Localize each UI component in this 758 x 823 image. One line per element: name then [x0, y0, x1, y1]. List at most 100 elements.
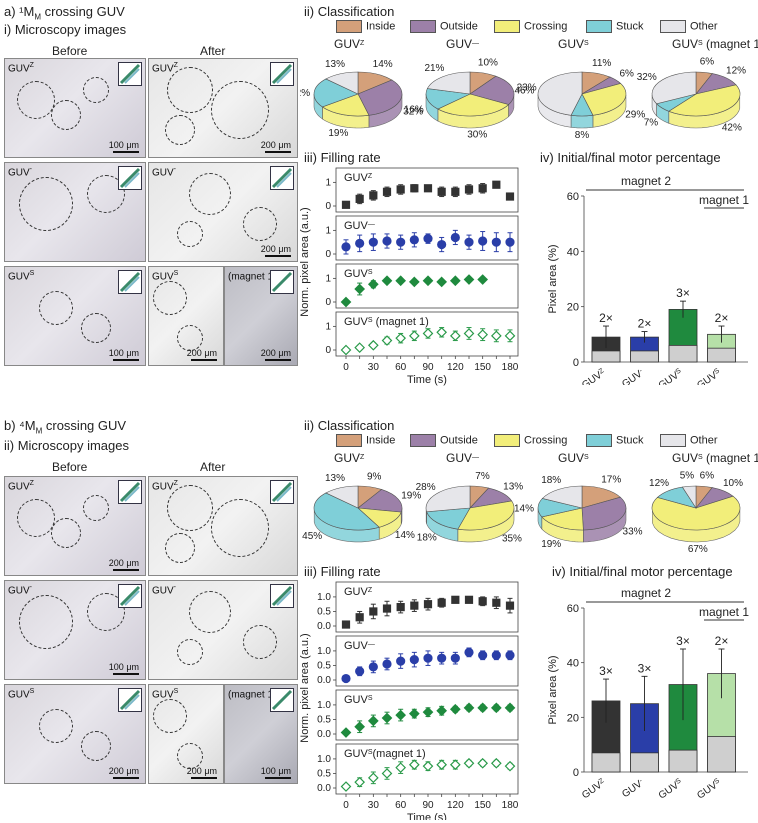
y-tick-label: 0.0 — [317, 675, 331, 686]
x-tick-label: GUVS — [657, 367, 685, 385]
pie-slice-other — [537, 71, 583, 116]
svg-text:GUVS (magnet 1): GUVS (magnet 1) — [672, 37, 758, 51]
panel-a-motor-title: iv) Initial/final motor percentage — [540, 150, 721, 165]
pie-label: 23% — [517, 83, 537, 94]
data-point — [381, 712, 393, 724]
data-point — [408, 759, 420, 771]
x-tick-label: 30 — [368, 362, 380, 373]
pie-slice-other — [541, 485, 583, 509]
data-point — [436, 276, 448, 288]
fold-label: 3× — [676, 634, 690, 648]
data-point — [355, 238, 365, 248]
panel-a-fill-title: iii) Filling rate — [304, 150, 381, 165]
pie-slice-stuck — [426, 507, 471, 530]
y-tick-label: 1.0 — [317, 646, 331, 657]
legend-item-other: Other — [660, 20, 718, 33]
motor-structure-icon — [270, 688, 294, 712]
vesicle-outline — [153, 699, 187, 733]
pie-slice-other — [325, 485, 359, 509]
scale-bar: 100 μm — [109, 662, 139, 675]
panel-b-fill-title: iii) Filling rate — [304, 564, 381, 579]
pie-label: 28% — [416, 482, 436, 493]
data-point — [340, 344, 352, 356]
motor-structure-icon — [118, 62, 142, 86]
pie-label: 19% — [541, 539, 561, 550]
data-point — [354, 721, 366, 733]
data-point — [491, 237, 501, 247]
data-point — [409, 235, 419, 245]
data-point — [490, 757, 502, 769]
pie-3: GUVS (magnet 1) 6% 12% 42% 7% 32% — [637, 37, 758, 134]
pie-slice-outside — [357, 489, 403, 513]
pie-label: 18% — [541, 475, 561, 486]
data-point — [504, 760, 516, 772]
pie-slice-crossing — [457, 500, 515, 531]
pie-2: GUVS 17% 33% 19% 14% 18% — [514, 451, 643, 550]
pie-label: 12% — [649, 478, 669, 489]
data-point — [505, 237, 515, 247]
tile-label: (magnet 1) — [228, 271, 277, 283]
initial-bar — [630, 350, 659, 363]
legend-item-inside: Inside — [336, 20, 395, 33]
legend-item-outside: Outside — [410, 434, 478, 447]
legend-item-outside: Outside — [410, 20, 478, 33]
legend-item-other: Other — [660, 434, 718, 447]
svg-text:GUV—: GUV— — [446, 37, 479, 51]
tile-label: GUVZ — [152, 480, 178, 493]
pie-slice-crossing — [581, 83, 627, 116]
bar-group-0: 2× GUVZ — [580, 311, 621, 385]
svg-text:GUV—: GUV— — [344, 220, 375, 232]
data-point — [422, 706, 434, 718]
pie-label: 45% — [302, 531, 322, 542]
fill-subplot-2: GUVS 0.0 0.5 1.0 — [317, 689, 519, 741]
motor-structure-icon — [270, 166, 294, 190]
pie-label: 11% — [592, 58, 611, 69]
pie-label: 6% — [700, 471, 715, 482]
pie-3: GUVS (magnet 1) 6% 10% 67% 12% 5% — [649, 451, 758, 555]
svg-text:GUVZ: GUVZ — [344, 586, 373, 598]
bar-group-2: 3× GUVS — [657, 286, 698, 385]
pie-label: 16% — [404, 104, 424, 115]
vesicle-outline — [51, 518, 81, 548]
vesicle-outline — [165, 533, 195, 563]
initial-bar — [668, 749, 698, 773]
scale-bar: 200 μm — [187, 766, 217, 779]
data-point — [367, 339, 379, 351]
pie-label: 21% — [424, 63, 444, 74]
pie-label: 67% — [688, 544, 708, 555]
tile-label: GUVZ — [8, 62, 34, 75]
data-point — [367, 772, 379, 784]
tile-label: GUVS — [8, 688, 35, 701]
data-point — [340, 727, 352, 738]
tilesA-tile-0: GUVZ 100 μm — [4, 58, 146, 158]
fill-subplot-3: GUVS (magnet 1) 0 1 — [325, 311, 519, 357]
data-point — [436, 759, 448, 771]
panel-a-title: a) ¹MM crossing GUV — [4, 4, 125, 22]
fold-label: 3× — [599, 664, 613, 678]
fill-subplot-1: GUV— 0.0 0.5 1.0 — [317, 635, 519, 687]
pie-label: 19% — [328, 128, 348, 139]
vesicle-outline — [167, 485, 213, 531]
y-tick-label: 1 — [325, 225, 331, 236]
data-point — [355, 613, 364, 622]
vesicle-outline — [39, 709, 73, 743]
pie-label: 10% — [478, 58, 498, 69]
data-point — [451, 187, 460, 196]
y-tick-label: 0.5 — [317, 714, 331, 725]
data-point — [492, 180, 501, 189]
svg-text:GUVS: GUVS — [344, 268, 373, 280]
data-point — [409, 655, 419, 665]
vesicle-outline — [211, 81, 269, 139]
scale-bar: 200 μm — [261, 140, 291, 153]
x-axis-label: Time (s) — [407, 812, 447, 820]
data-point — [449, 703, 461, 715]
data-point — [463, 328, 475, 339]
data-point — [450, 232, 460, 243]
legend-item-crossing: Crossing — [494, 434, 567, 447]
panel-b-before-label: Before — [52, 460, 88, 474]
legend-item-stuck: Stuck — [586, 434, 644, 447]
fill-subplot-1: GUV— 0 1 — [325, 215, 519, 261]
bar-group-3: 2× GUVS — [695, 311, 736, 385]
motor-structure-icon — [270, 270, 294, 294]
